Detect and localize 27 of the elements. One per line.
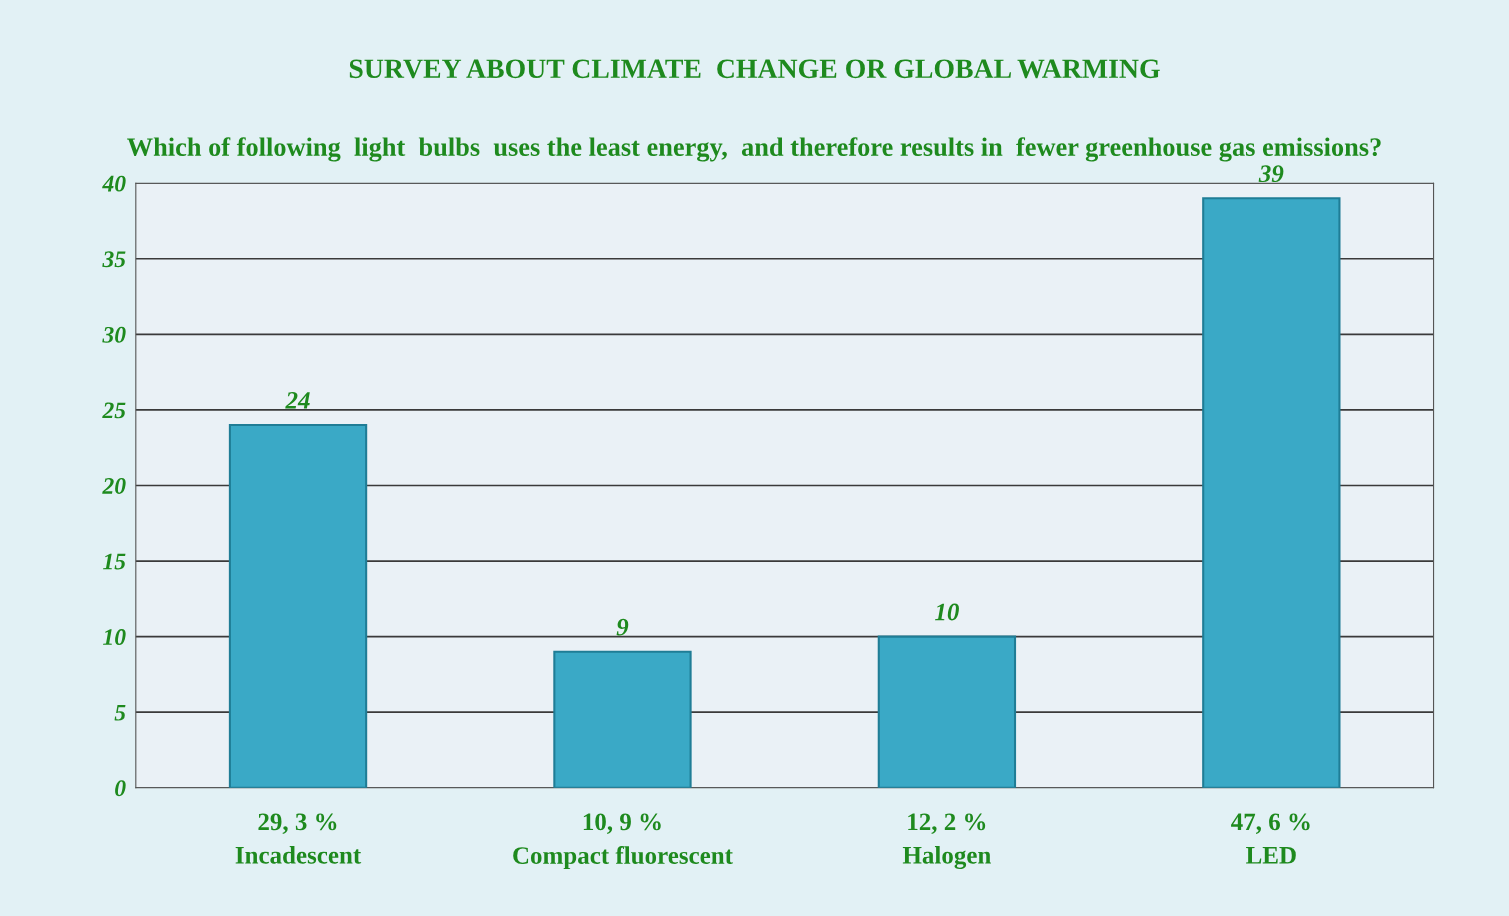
x-tick-label: Incadescent bbox=[235, 846, 362, 864]
data-label: 39 bbox=[1258, 165, 1284, 183]
text: 10, 9 % bbox=[583, 813, 661, 834]
chart-subtitle: Which of following light bulbs uses the least energy, and therefore results in fewer greenhouse gas emissions? bbox=[127, 137, 1381, 162]
y-tick-label: 40 bbox=[102, 175, 126, 192]
bar bbox=[553, 650, 692, 788]
data-label: 10 bbox=[934, 603, 959, 621]
y-tick-label: 35 bbox=[102, 251, 126, 268]
y-tick-label: 10 bbox=[103, 629, 126, 646]
x-tick-label: Compact fluorescent bbox=[513, 846, 733, 870]
x-tick-label: Halogen bbox=[902, 846, 991, 869]
text: 12, 2 % bbox=[908, 813, 986, 834]
data-label: 9 bbox=[616, 618, 629, 636]
y-tick-label: 15 bbox=[103, 553, 126, 570]
y-tick-label: 5 bbox=[114, 704, 126, 721]
data-label: 24 bbox=[285, 392, 310, 409]
x-tick-label: LED bbox=[1246, 847, 1296, 864]
text: 47, 6 % bbox=[1231, 813, 1310, 834]
y-tick-label: 20 bbox=[102, 477, 126, 494]
y-tick-label: 0 bbox=[115, 780, 126, 797]
text: 29, 3 % bbox=[258, 813, 337, 834]
bar bbox=[877, 635, 1017, 788]
y-tick-label: 30 bbox=[102, 326, 126, 343]
y-tick-label: 25 bbox=[102, 402, 126, 419]
chart-title: SURVEY ABOUT CLIMATE CHANGE OR GLOBAL WARMING bbox=[349, 59, 1160, 79]
bar bbox=[1202, 197, 1341, 788]
bar bbox=[228, 423, 368, 788]
